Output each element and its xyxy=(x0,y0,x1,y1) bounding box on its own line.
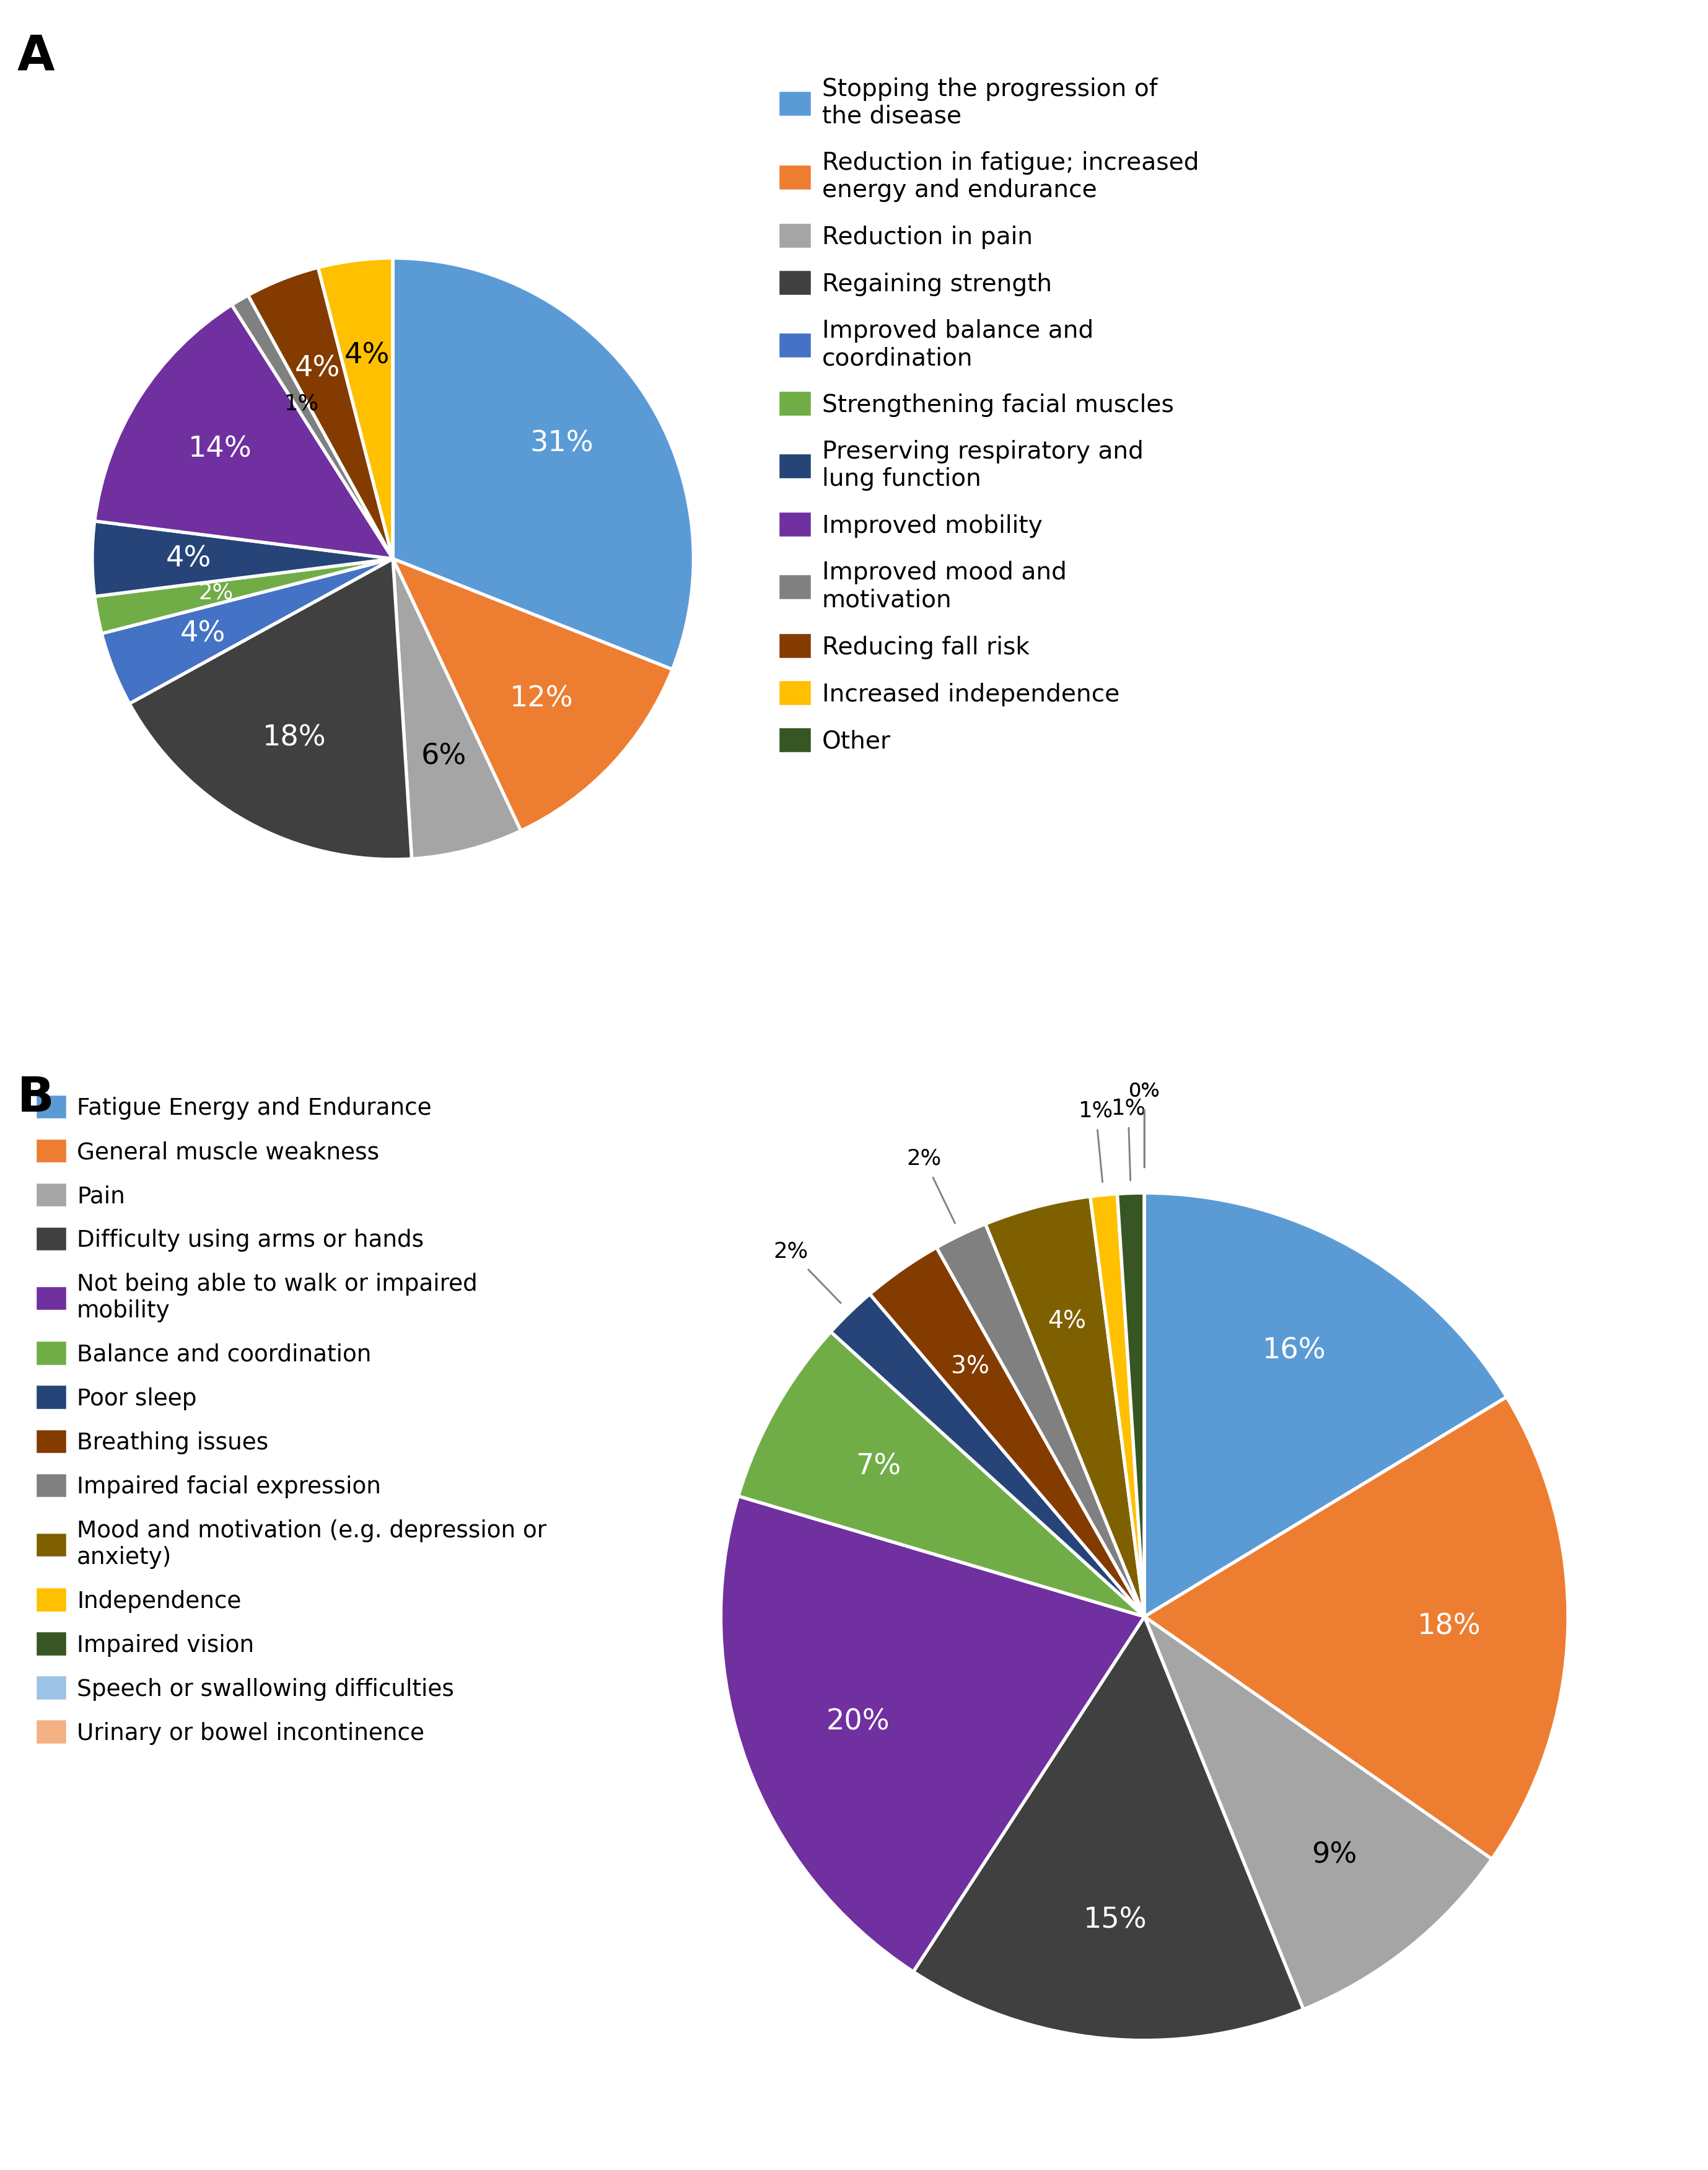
Text: 3%: 3% xyxy=(951,1354,989,1378)
Text: 1%: 1% xyxy=(284,393,318,414)
Text: 4%: 4% xyxy=(166,545,212,573)
Text: 18%: 18% xyxy=(1418,1612,1481,1641)
Wedge shape xyxy=(318,258,393,560)
Text: 4%: 4% xyxy=(1047,1311,1086,1332)
Wedge shape xyxy=(914,1617,1303,2040)
Text: 1%: 1% xyxy=(1110,1098,1146,1180)
Text: 4%: 4% xyxy=(179,621,225,649)
Text: 18%: 18% xyxy=(263,725,326,751)
Text: 6%: 6% xyxy=(420,742,466,770)
Text: 16%: 16% xyxy=(1262,1337,1325,1365)
Wedge shape xyxy=(1144,1194,1506,1617)
Wedge shape xyxy=(393,258,693,671)
Wedge shape xyxy=(232,295,393,560)
Wedge shape xyxy=(102,560,393,703)
Text: 15%: 15% xyxy=(1083,1907,1146,1933)
Wedge shape xyxy=(830,1293,1144,1617)
Wedge shape xyxy=(94,560,393,634)
Wedge shape xyxy=(94,306,393,560)
Text: 12%: 12% xyxy=(511,686,574,712)
Text: 20%: 20% xyxy=(827,1708,890,1736)
Text: 9%: 9% xyxy=(1312,1840,1358,1868)
Legend: Stopping the progression of
the disease, Reduction in fatigue; increased
energy : Stopping the progression of the disease,… xyxy=(781,78,1199,753)
Text: 2%: 2% xyxy=(198,582,232,603)
Text: 7%: 7% xyxy=(856,1454,902,1480)
Wedge shape xyxy=(393,560,673,831)
Wedge shape xyxy=(130,560,412,859)
Wedge shape xyxy=(986,1196,1144,1617)
Wedge shape xyxy=(1090,1194,1144,1617)
Text: 1%: 1% xyxy=(1078,1100,1114,1183)
Text: 4%: 4% xyxy=(345,343,389,369)
Wedge shape xyxy=(1117,1194,1144,1617)
Wedge shape xyxy=(92,521,393,597)
Wedge shape xyxy=(738,1332,1144,1617)
Wedge shape xyxy=(1144,1397,1568,1860)
Wedge shape xyxy=(1144,1617,1491,2009)
Text: 31%: 31% xyxy=(529,430,594,458)
Wedge shape xyxy=(936,1224,1144,1617)
Wedge shape xyxy=(393,560,521,859)
Wedge shape xyxy=(869,1248,1144,1617)
Text: 0%: 0% xyxy=(1129,1083,1160,1167)
Legend: Fatigue Energy and Endurance, General muscle weakness, Pain, Difficulty using ar: Fatigue Energy and Endurance, General mu… xyxy=(38,1096,547,1745)
Text: 14%: 14% xyxy=(188,436,253,462)
Text: 0%: 0% xyxy=(1129,1083,1160,1167)
Text: 2%: 2% xyxy=(907,1148,955,1224)
Text: B: B xyxy=(17,1074,55,1122)
Wedge shape xyxy=(721,1495,1144,1973)
Text: A: A xyxy=(17,33,55,80)
Text: 4%: 4% xyxy=(295,354,340,382)
Wedge shape xyxy=(248,267,393,560)
Text: 2%: 2% xyxy=(774,1241,840,1302)
